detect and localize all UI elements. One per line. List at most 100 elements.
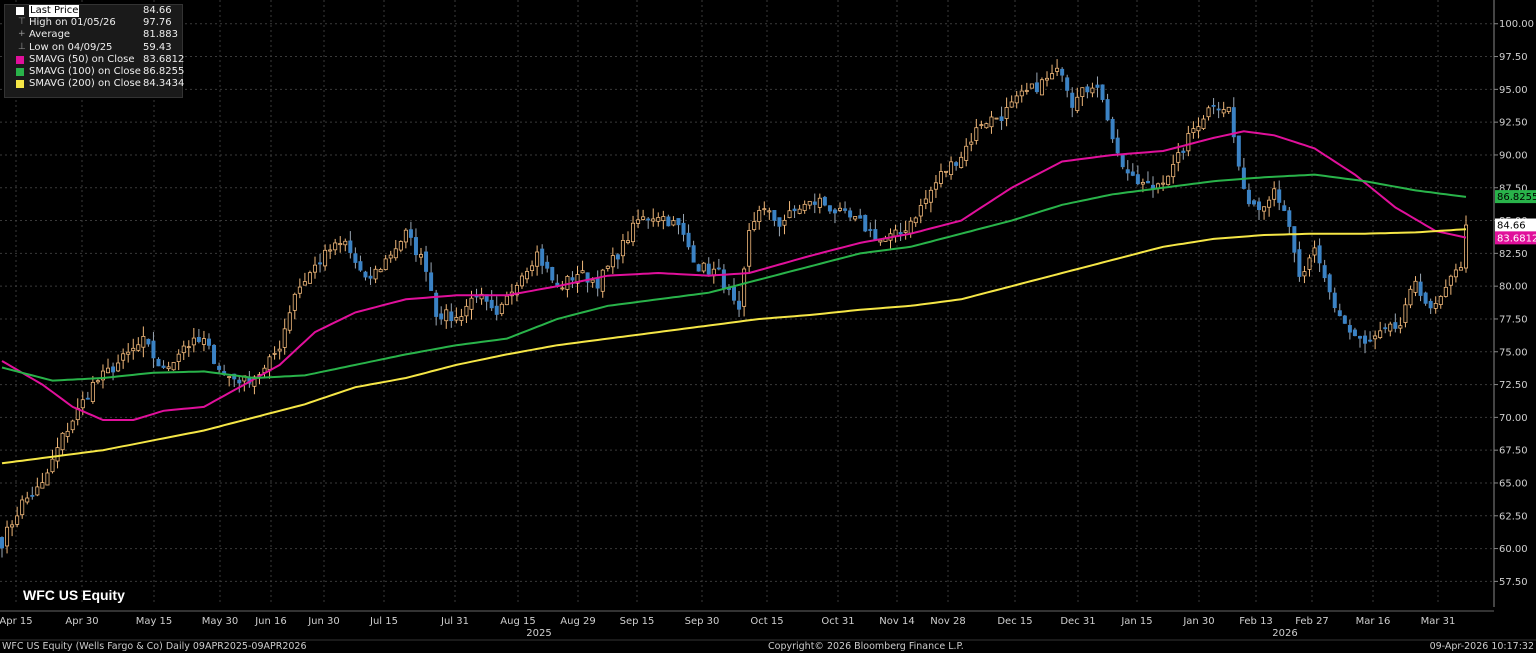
- candle-body: [494, 305, 499, 315]
- candle-body: [1378, 330, 1383, 338]
- candle-body: [893, 229, 898, 237]
- candle-body: [1262, 206, 1267, 212]
- candle-body: [1085, 86, 1090, 93]
- legend-average: + Average 81.883: [5, 29, 182, 41]
- x-tick-label: Oct 31: [821, 616, 854, 627]
- candle-body: [141, 336, 146, 348]
- candle-body: [171, 362, 176, 371]
- candle-body: [540, 248, 545, 266]
- year-label: 2025: [526, 628, 551, 639]
- candle-body: [585, 272, 590, 283]
- candle-body: [126, 351, 131, 355]
- x-tick-label: Jan 30: [1182, 616, 1214, 627]
- legend-label-text: High on 01/05/26: [29, 17, 116, 29]
- candle-body: [595, 277, 600, 289]
- candle-body: [656, 217, 661, 222]
- candle-body: [575, 274, 580, 284]
- candle-body: [1443, 286, 1448, 297]
- candle-body: [802, 203, 807, 211]
- y-tick-label: 67.50: [1499, 446, 1528, 457]
- candle-body: [1373, 335, 1378, 340]
- candle-body: [95, 380, 100, 383]
- price-tag-label: 86.8255: [1497, 192, 1536, 203]
- candle-body: [499, 303, 504, 315]
- candle-body: [1413, 280, 1418, 293]
- candle-body: [1221, 109, 1226, 114]
- candle-body: [217, 365, 222, 370]
- candle-body: [807, 200, 812, 206]
- candle-body: [767, 210, 772, 213]
- x-tick-label: Mar 31: [1421, 616, 1456, 627]
- candle-body: [318, 262, 323, 265]
- candle-body: [161, 365, 166, 368]
- x-tick-label: Jun 16: [254, 616, 287, 627]
- candle-body: [1458, 267, 1463, 271]
- candle-body: [131, 347, 136, 352]
- candle-body: [60, 432, 65, 451]
- footer-timestamp: 09-Apr-2026 10:17:32: [1429, 641, 1534, 652]
- candle-body: [898, 232, 903, 235]
- candle-body: [323, 249, 328, 267]
- x-tick-label: Jul 31: [440, 616, 469, 627]
- x-tick-label: Feb 13: [1239, 616, 1273, 627]
- candle-body: [25, 497, 30, 503]
- x-tick-label: Nov 14: [879, 616, 914, 627]
- candle-body: [1105, 99, 1110, 121]
- candle-body: [868, 229, 873, 231]
- legend-label: SMAVG (50) on Close: [29, 53, 135, 65]
- candle-body: [646, 218, 651, 221]
- candle-body: [530, 265, 535, 272]
- candle-body: [1433, 302, 1438, 309]
- candle-body: [1120, 155, 1125, 168]
- candle-body: [737, 300, 742, 310]
- candle-body: [333, 242, 338, 251]
- candle-body: [419, 254, 424, 258]
- candle-body: [1312, 247, 1317, 256]
- low-marker-icon: ⊥: [18, 41, 26, 52]
- candle-body: [1009, 101, 1014, 108]
- candle-body: [1398, 325, 1403, 329]
- candle-body: [1181, 150, 1186, 153]
- candle-body: [721, 269, 726, 290]
- candle-body: [1246, 189, 1251, 205]
- candle-body: [302, 281, 307, 286]
- candle-body: [368, 275, 373, 279]
- candle-body: [1448, 275, 1453, 286]
- candle-body: [40, 482, 45, 489]
- candle-body: [5, 526, 10, 547]
- candle-body: [1251, 200, 1256, 205]
- candle-body: [1342, 315, 1347, 324]
- legend-label: Average: [29, 29, 71, 41]
- candle-body: [873, 229, 878, 241]
- candle-body: [1024, 90, 1029, 92]
- candle-body: [10, 524, 15, 528]
- candle-body: [913, 217, 918, 224]
- candle-body: [954, 162, 959, 166]
- candle-body: [938, 171, 943, 184]
- candle-body: [1050, 73, 1055, 80]
- y-tick-label: 60.00: [1499, 544, 1528, 555]
- y-tick-label: 57.50: [1499, 577, 1528, 588]
- candle-body: [1014, 95, 1019, 104]
- candle-body: [792, 208, 797, 212]
- candle-body: [1186, 133, 1191, 152]
- candle-body: [424, 251, 429, 272]
- candle-body: [1327, 274, 1332, 293]
- y-tick-label: 100.00: [1499, 19, 1534, 30]
- candle-body: [1231, 107, 1236, 138]
- moving-average-line: [1, 130, 1467, 421]
- candle-body: [1176, 152, 1181, 163]
- candle-body: [1115, 137, 1120, 154]
- candle-body: [681, 222, 686, 235]
- legend-low: ⊥ Low on 04/09/25 59.43: [5, 42, 182, 54]
- candle-body: [1090, 87, 1095, 94]
- x-tick-label: Dec 15: [997, 616, 1032, 627]
- candle-body: [45, 472, 50, 486]
- candle-body: [282, 328, 287, 348]
- candle-body: [1196, 126, 1201, 132]
- candle-body: [383, 258, 388, 270]
- candle-body: [1140, 182, 1145, 185]
- x-tick-label: Jun 30: [307, 616, 340, 627]
- candle-body: [535, 251, 540, 267]
- candle-body: [287, 312, 292, 331]
